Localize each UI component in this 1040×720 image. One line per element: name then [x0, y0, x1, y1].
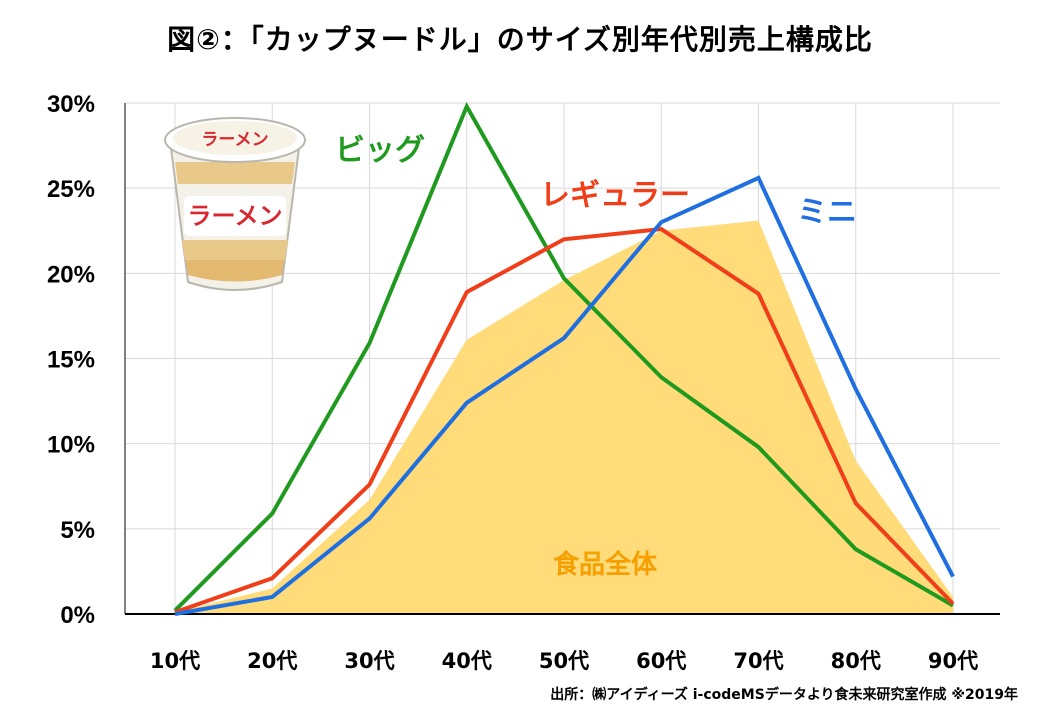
y-tick-label: 15% — [47, 347, 95, 374]
series-line-2 — [174, 226, 955, 615]
y-tick-label: 20% — [47, 261, 95, 288]
area-label-food-total: 食品全体 — [553, 549, 658, 580]
x-tick-label: 40代 — [442, 649, 492, 673]
cup-body-text: ラーメン — [187, 202, 282, 230]
axis-layer: 0% 5% 10% 15% 20% 25% 30% 10代 20代 30代 40代 50代 60代 70代… — [47, 91, 1000, 673]
series-layer — [173, 101, 955, 616]
y-tick-label: 10% — [47, 432, 95, 459]
series-label-2: レギュラー — [540, 178, 690, 213]
y-tick-label: 25% — [47, 176, 95, 203]
y-tick-label: 0% — [60, 602, 95, 629]
x-tick-label: 60代 — [636, 649, 686, 673]
cup-lid-text: ラーメン — [201, 130, 268, 150]
chart-title: 図②：「カップヌードル」のサイズ別年代別売上構成比 — [167, 23, 873, 56]
source-note: 出所：㈱アイディーズ i-codeMSデータより食未来研究室作成 ※2019年 — [550, 687, 1018, 703]
x-tick-label: 80代 — [831, 649, 881, 673]
y-tick-label: 5% — [60, 517, 95, 544]
y-tick-label: 30% — [47, 91, 95, 118]
x-tick-label: 90代 — [928, 649, 978, 673]
x-tick-label: 50代 — [539, 649, 589, 673]
series-line-3 — [174, 175, 955, 616]
x-tick-label: 30代 — [344, 649, 394, 673]
series-line-1 — [173, 101, 955, 613]
series-label-1: ビッグ — [335, 133, 425, 168]
series-label-3: ミニ — [797, 195, 857, 230]
ramen-cup-icon: ラーメン ラーメン — [164, 117, 306, 291]
x-tick-label: 10代 — [150, 649, 200, 673]
x-tick-label: 70代 — [733, 649, 783, 673]
x-tick-label: 20代 — [247, 649, 297, 673]
